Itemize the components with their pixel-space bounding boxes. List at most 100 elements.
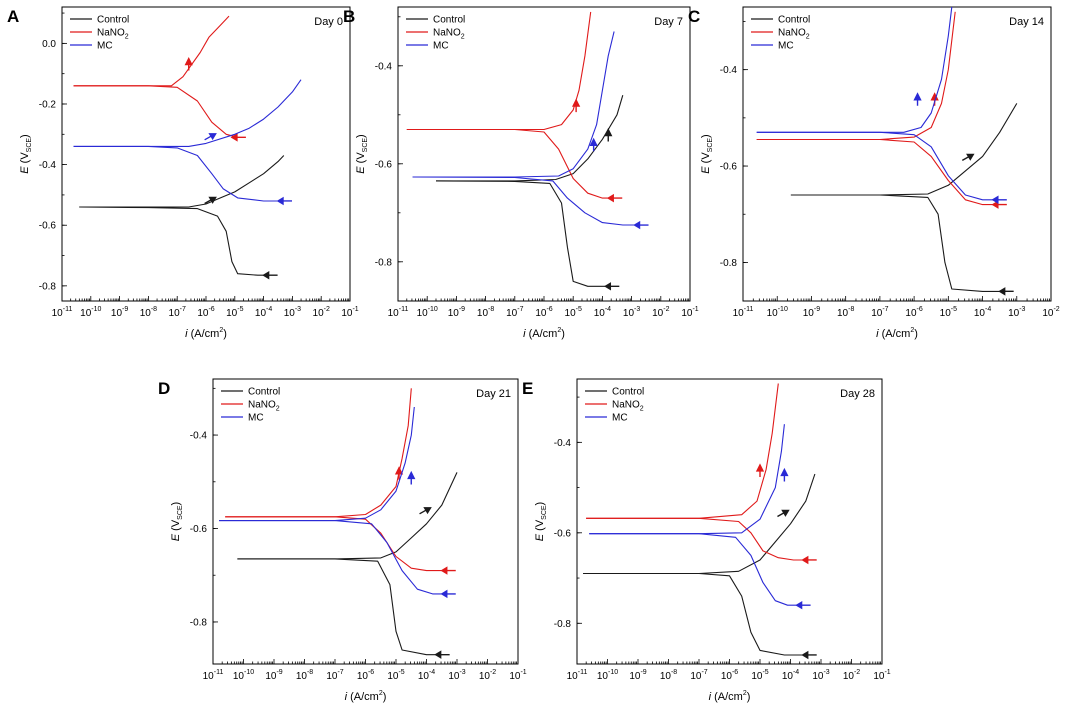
x-tick-exponent: -11 xyxy=(214,669,224,676)
x-tick-base: 10 xyxy=(623,308,635,319)
x-axis-unit-power: 2 xyxy=(219,327,223,334)
x-tick-base: 10 xyxy=(284,308,296,319)
polarization-direction-arrow-nano2 xyxy=(394,466,404,480)
x-tick-exponent: -2 xyxy=(663,306,669,313)
legend-name: MC xyxy=(778,41,794,52)
series-nano2-cathodic-branch xyxy=(225,516,445,572)
x-tick-exponent: -1 xyxy=(520,669,526,676)
x-tick-exponent: -4 xyxy=(793,669,799,676)
x-tick-label: 10-2 xyxy=(1042,306,1059,319)
y-axis-unit: (V xyxy=(355,152,367,167)
x-tick-label: 10-4 xyxy=(255,306,272,319)
legend-label-nano2: NaNO2 xyxy=(778,28,810,41)
x-tick-label: 10-6 xyxy=(357,669,374,682)
series-control-cathodic-branch xyxy=(583,572,806,656)
x-tick-label: 10-3 xyxy=(448,669,465,682)
polarization-direction-arrow-control xyxy=(204,196,217,205)
polarization-direction-arrow-mc xyxy=(440,589,456,599)
x-tick-label: 10-8 xyxy=(296,669,313,682)
panel-d: 10-11 10-10 10-9 10-8 10-7 10-6 10-5 10-4 10-3 10… xyxy=(158,378,527,703)
y-tick-label: -0.8 xyxy=(39,281,57,292)
x-tick-base: 10 xyxy=(594,308,606,319)
x-tick-base: 10 xyxy=(751,671,763,682)
x-tick-base: 10 xyxy=(226,308,238,319)
x-tick-exponent: -4 xyxy=(429,669,435,676)
x-tick-base: 10 xyxy=(905,308,917,319)
x-axis-close: ) xyxy=(561,328,565,340)
legend-label-control: Control xyxy=(778,15,810,26)
y-tick-label: -0.4 xyxy=(720,65,738,76)
x-tick-label: 10-4 xyxy=(782,669,799,682)
x-tick-base: 10 xyxy=(255,308,267,319)
x-tick-label: 10-10 xyxy=(417,306,438,319)
legend-name: Control xyxy=(778,15,810,26)
x-tick-label: 10-11 xyxy=(203,669,224,682)
series-control-anodic-branch xyxy=(436,95,624,182)
legend-label-nano2: NaNO2 xyxy=(97,28,129,41)
x-tick-label: 10-1 xyxy=(681,306,698,319)
series-nano2-anodic-branch xyxy=(225,388,412,518)
panel-letter: B xyxy=(343,7,355,26)
y-axis-unit: (V xyxy=(170,519,182,534)
polarization-direction-arrow-mc xyxy=(276,196,292,206)
y-tick-label: -0.6 xyxy=(554,528,572,539)
y-axis-close: ) xyxy=(355,134,367,138)
x-tick-base: 10 xyxy=(111,308,123,319)
x-tick-base: 10 xyxy=(197,308,209,319)
panel-title: Day 14 xyxy=(1009,16,1044,28)
x-tick-exponent: -4 xyxy=(605,306,611,313)
y-tick-label: -0.6 xyxy=(39,221,57,232)
legend-name: Control xyxy=(248,387,280,398)
x-axis-unit: (A/cm xyxy=(711,691,743,703)
polarization-direction-arrow-mc xyxy=(633,220,649,230)
polarization-direction-arrow-mc xyxy=(589,137,598,152)
panel-b: 10-11 10-10 10-9 10-8 10-7 10-6 10-5 10-4 10-3 10… xyxy=(343,6,699,340)
series-control-cathodic-branch xyxy=(790,194,1007,292)
series-control-cathodic-branch xyxy=(237,558,442,656)
x-tick-base: 10 xyxy=(721,671,733,682)
x-tick-label: 10-9 xyxy=(803,306,820,319)
x-tick-base: 10 xyxy=(509,671,521,682)
x-tick-label: 10-11 xyxy=(567,669,588,682)
x-tick-exponent: -5 xyxy=(951,306,957,313)
y-tick-label: -0.8 xyxy=(375,257,393,268)
x-tick-base: 10 xyxy=(387,671,399,682)
panel-a: 10-11 10-10 10-9 10-8 10-7 10-6 10-5 10-4 10-3 10… xyxy=(7,6,359,340)
x-tick-base: 10 xyxy=(203,671,215,682)
series-mc-cathodic-branch xyxy=(756,131,997,201)
legend-name: Control xyxy=(97,15,129,26)
x-tick-base: 10 xyxy=(448,671,460,682)
x-tick-label: 10-3 xyxy=(284,306,301,319)
x-axis-label: i (A/cm2) xyxy=(523,327,565,340)
y-tick-label: -0.6 xyxy=(720,162,738,173)
legend-name: MC xyxy=(97,41,113,52)
x-tick-label: 10-5 xyxy=(387,669,404,682)
x-tick-exponent: -2 xyxy=(1053,306,1059,313)
x-tick-base: 10 xyxy=(782,671,794,682)
x-tick-exponent: -5 xyxy=(398,669,404,676)
x-tick-base: 10 xyxy=(535,308,547,319)
polarization-direction-arrow-control xyxy=(801,650,817,660)
series-control-anodic-branch xyxy=(790,103,1018,196)
plot-frame xyxy=(742,6,1052,302)
x-axis-unit-power: 2 xyxy=(379,690,383,697)
legend-name: NaNO xyxy=(248,400,276,411)
x-tick-exponent: -10 xyxy=(428,306,438,313)
x-tick-label: 10-5 xyxy=(751,669,768,682)
y-axis-symbol: E xyxy=(700,166,712,174)
x-axis-symbol: i xyxy=(876,328,879,340)
x-tick-exponent: -8 xyxy=(307,669,313,676)
x-tick-label: 10-8 xyxy=(140,306,157,319)
x-tick-exponent: -11 xyxy=(744,306,754,313)
x-tick-exponent: -4 xyxy=(985,306,991,313)
x-tick-base: 10 xyxy=(690,671,702,682)
x-tick-exponent: -1 xyxy=(352,306,358,313)
x-tick-base: 10 xyxy=(448,308,460,319)
x-axis-symbol: i xyxy=(523,328,526,340)
y-tick-label: -0.8 xyxy=(190,617,208,628)
y-axis-unit-sub: SCE xyxy=(26,138,33,153)
panel-letter: C xyxy=(688,7,700,26)
legend-name: Control xyxy=(433,15,465,26)
x-tick-exponent: -10 xyxy=(608,669,618,676)
